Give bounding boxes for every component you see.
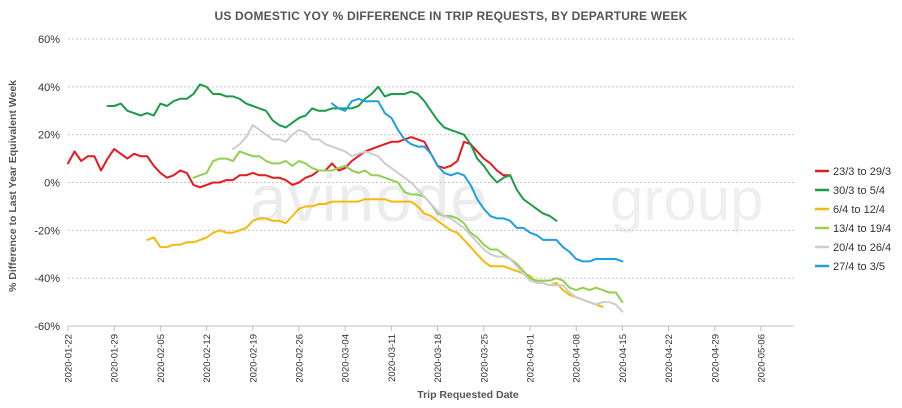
x-tick-label: 2020-04-29: [710, 334, 721, 383]
x-tick-label: 2020-03-25: [479, 334, 490, 383]
x-tick-label: 2020-05-06: [757, 334, 768, 383]
grid: [68, 38, 794, 327]
legend-label: 30/3 to 5/4: [833, 185, 885, 197]
y-tick-label: 0%: [44, 178, 60, 190]
series-line: [106, 83, 558, 222]
x-tick-label: 2020-03-04: [341, 334, 352, 383]
legend-label: 23/3 to 29/3: [833, 166, 891, 178]
x-tick-label: 2020-01-22: [64, 334, 75, 383]
x-tick-label: 2020-03-11: [387, 334, 398, 382]
x-tick-label: 2020-04-08: [572, 334, 583, 383]
x-tick-label: 2020-04-01: [526, 334, 537, 383]
y-tick-label: -60%: [34, 321, 60, 333]
x-tick-label: 2020-04-15: [618, 334, 629, 383]
x-tick-label: 2020-04-22: [664, 334, 675, 383]
x-tick-label: 2020-02-12: [202, 334, 213, 383]
y-tick-label: 40%: [38, 82, 60, 94]
legend-label: 13/4 to 19/4: [833, 223, 891, 235]
series-line: [192, 150, 624, 304]
y-tick-label: -40%: [34, 273, 60, 285]
x-tick-label: 2020-03-18: [433, 334, 444, 383]
series-line: [146, 198, 604, 308]
x-axis-label: Trip Requested Date: [417, 389, 519, 401]
y-tick-label: 20%: [38, 130, 60, 142]
x-tick-label: 2020-02-05: [156, 334, 167, 383]
y-tick-label: 60%: [38, 34, 60, 46]
series-line: [232, 124, 624, 313]
legend: 23/3 to 29/3 30/3 to 5/4 6/4 to 12/4 13/4 t…: [815, 166, 891, 273]
x-tick-label: 2020-02-26: [295, 334, 306, 383]
x-tick-label: 2020-02-19: [248, 334, 259, 383]
x-tick-label: 2020-01-29: [110, 334, 121, 383]
legend-label: 27/4 to 3/5: [833, 261, 885, 273]
series-lines: [67, 83, 624, 313]
legend-label: 6/4 to 12/4: [833, 204, 885, 216]
x-ticks: 2020-01-22 2020-01-29 2020-02-05 2020-02-12…: [64, 326, 768, 383]
chart-title: US DOMESTIC YOY % DIFFERENCE IN TRIP REQ…: [214, 9, 688, 23]
y-tick-label: -20%: [34, 225, 60, 237]
series-line: [331, 97, 624, 263]
y-ticks: 60% 40% 20% 0% -20% -40% -60%: [34, 34, 60, 333]
legend-label: 20/4 to 26/4: [833, 242, 891, 254]
watermark-logo-suffix: group: [610, 166, 764, 233]
